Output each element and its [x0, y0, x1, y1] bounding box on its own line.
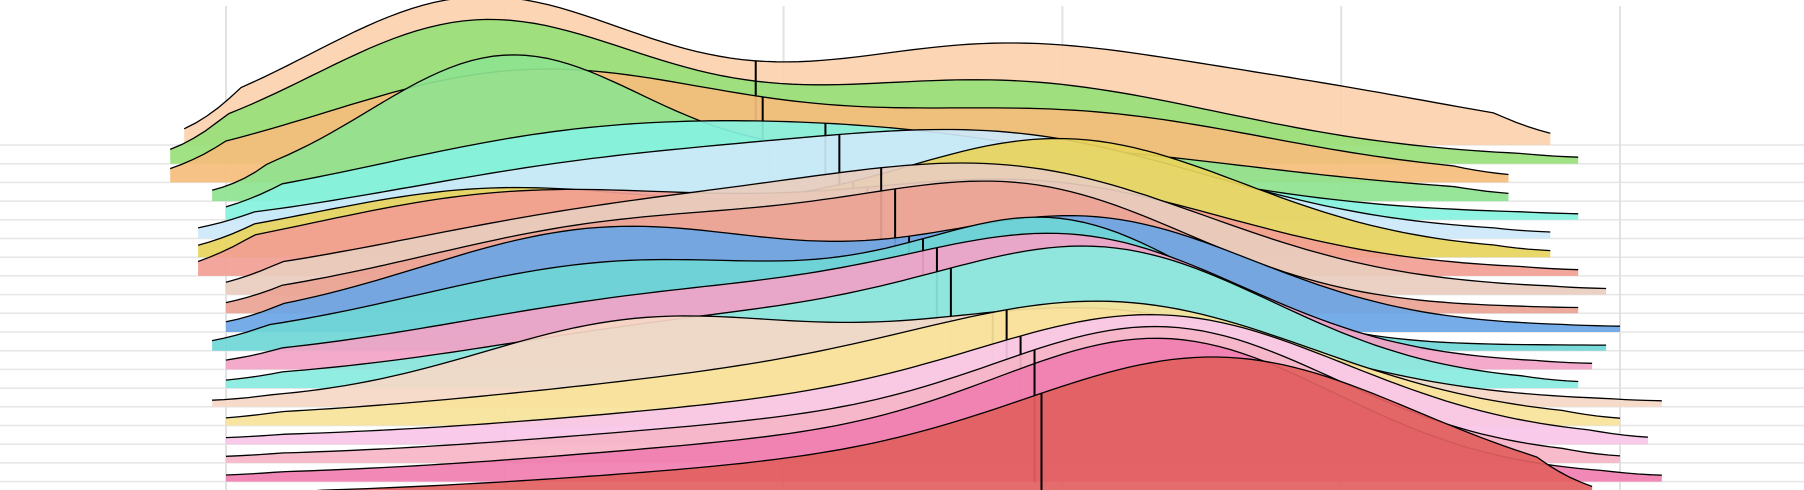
ridge-outline	[225, 300, 1621, 419]
ridge-outline	[225, 245, 1579, 383]
ridge-outline	[225, 232, 1593, 364]
ridge-outline	[212, 307, 1662, 402]
ridge-outline	[225, 214, 1621, 327]
ridge-outline	[225, 180, 1579, 309]
ridge-outline	[211, 216, 1607, 346]
ridge-outline	[183, 0, 1551, 134]
ridge-outline	[225, 313, 1648, 439]
ridge-area	[326, 357, 1593, 490]
ridge-series	[316, 356, 1593, 490]
ridge-outline	[197, 128, 1551, 233]
ridge-outline	[169, 68, 1509, 176]
ridges	[169, 0, 1662, 490]
ridge-outline	[316, 356, 1593, 490]
ridge-outline	[225, 120, 1579, 215]
ridge-outline	[169, 18, 1579, 158]
ridge-outline	[225, 162, 1607, 290]
